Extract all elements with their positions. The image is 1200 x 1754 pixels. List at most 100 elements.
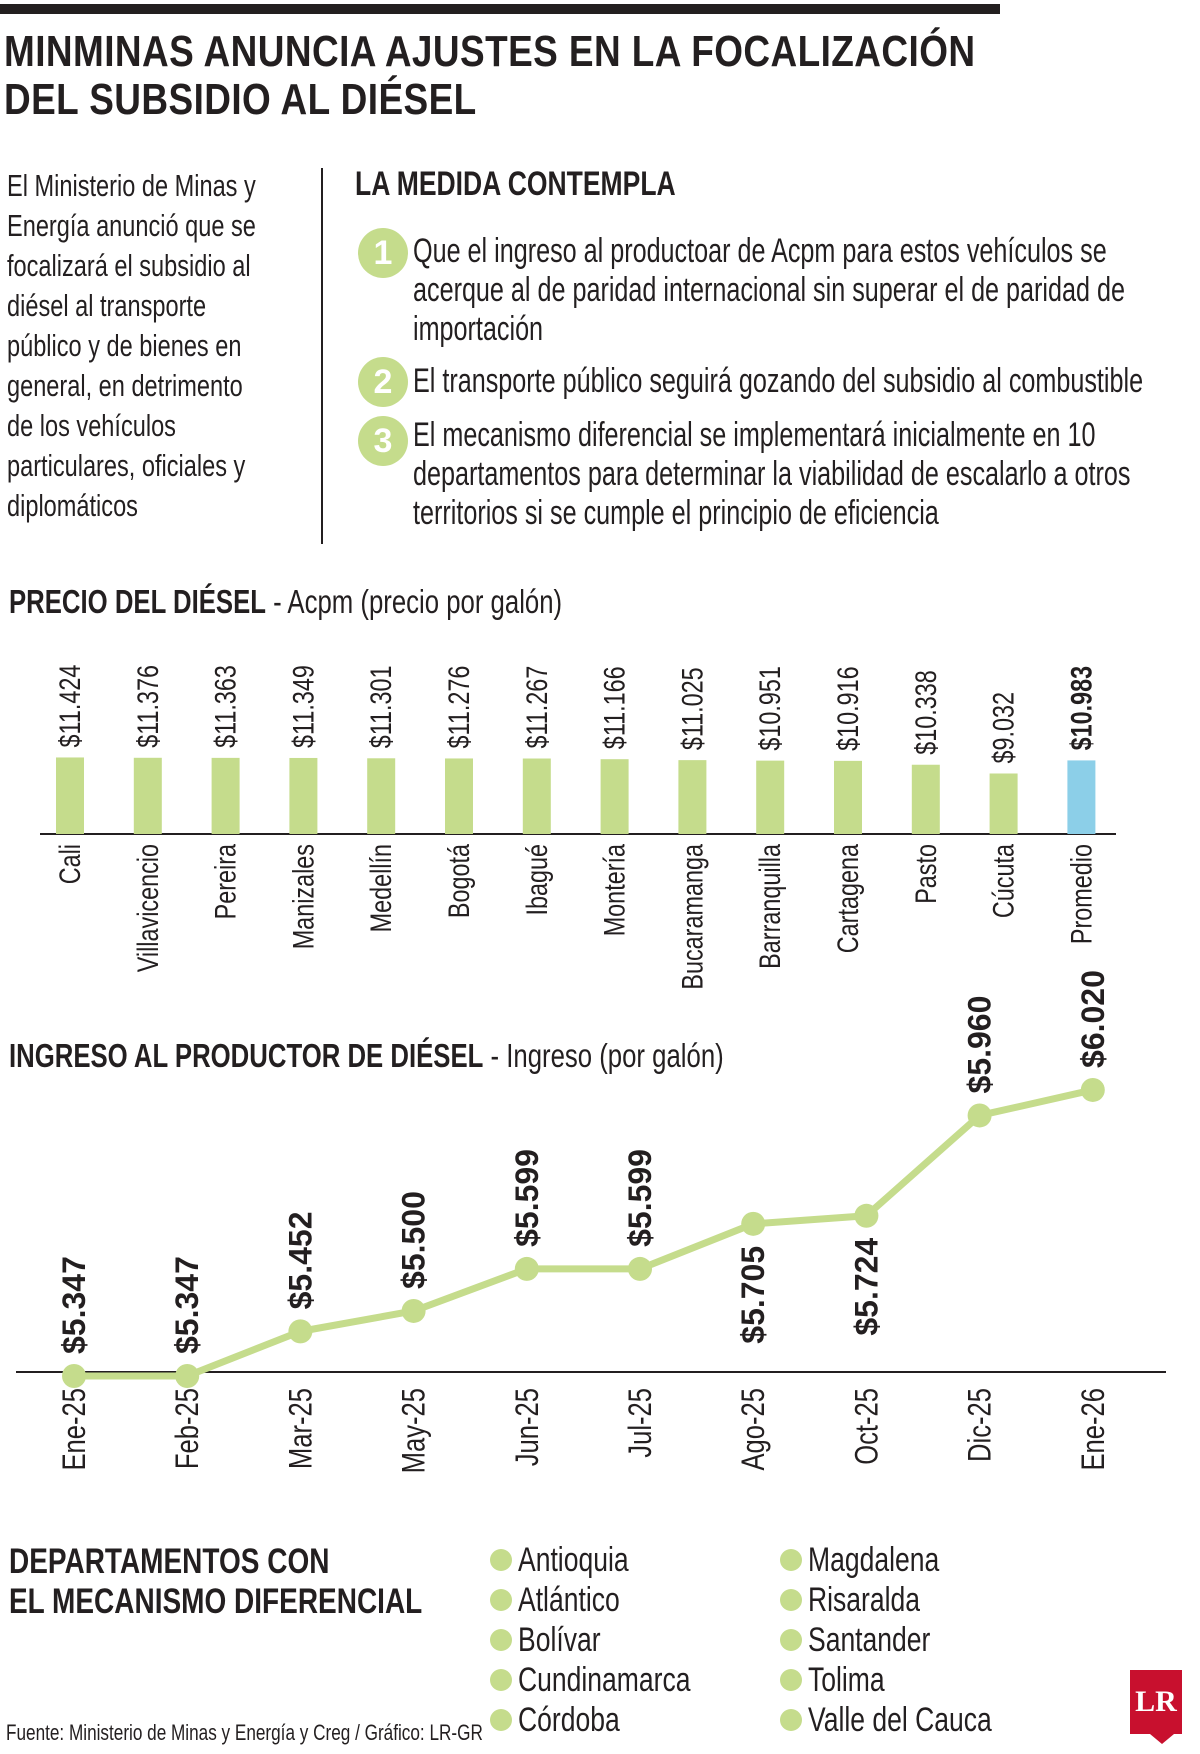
bullet-dot xyxy=(780,1589,802,1611)
bar-value-label: $11.424 xyxy=(53,665,86,748)
point-value-label: $5.599 xyxy=(622,1149,658,1247)
medida-title: LA MEDIDA CONTEMPLA xyxy=(355,165,676,203)
intro-line: Energía anunció que se xyxy=(7,208,256,243)
bar-promedio xyxy=(1067,760,1096,834)
bar-category-label: Barranquilla xyxy=(753,844,786,969)
data-point xyxy=(62,1364,86,1388)
bar-value-label: $11.301 xyxy=(364,665,397,748)
bar-category-label: Montería xyxy=(598,844,631,936)
x-tick-label: Mar-25 xyxy=(284,1388,319,1469)
data-point xyxy=(401,1298,426,1323)
x-tick-label: Ago-25 xyxy=(737,1388,772,1471)
bar-category-label: Pereira xyxy=(209,844,242,919)
x-tick-label: Oct-25 xyxy=(850,1388,885,1465)
x-tick-label: May-25 xyxy=(397,1388,432,1473)
bar-category-label: Medellín xyxy=(364,844,397,932)
intro-text: El Ministerio de Minas y Energía anunció… xyxy=(7,166,334,526)
bar-cartagena xyxy=(834,760,862,834)
bar-category-label: Bucaramanga xyxy=(676,844,709,990)
bullet-dot xyxy=(490,1669,512,1691)
intro-line: público y de bienes en xyxy=(7,328,242,363)
bar-barranquilla xyxy=(756,760,785,834)
bar-category-label: Cartagena xyxy=(831,844,864,953)
bar-value-label: $9.032 xyxy=(987,692,1020,764)
x-tick-label: Ene-25 xyxy=(57,1388,92,1471)
bar-value-label: $11.166 xyxy=(598,666,631,749)
number-badge-3: 3 xyxy=(358,416,408,466)
source-note: Fuente: Ministerio de Minas y Energía y … xyxy=(6,1720,483,1745)
intro-line: particulares, oficiales y xyxy=(7,448,246,483)
bullet-dot xyxy=(490,1629,512,1651)
bar-pasto xyxy=(911,764,940,834)
point-value-label: $5.500 xyxy=(396,1191,432,1289)
column-divider xyxy=(321,168,323,544)
point-value-label: $5.347 xyxy=(56,1256,92,1354)
data-point xyxy=(628,1256,652,1281)
data-point xyxy=(1080,1077,1105,1102)
point-value-label: $6.020 xyxy=(1075,970,1111,1068)
bar-category-label: Villavicencio xyxy=(131,844,164,972)
series-line xyxy=(74,1086,1094,1380)
point-value-label: $5.452 xyxy=(282,1212,318,1310)
bar-cali xyxy=(56,757,84,834)
bullet-dot xyxy=(780,1669,802,1691)
bullet-dot xyxy=(780,1629,802,1651)
headline-line-1: MINMINAS ANUNCIA AJUSTES EN LA FOCALIZAC… xyxy=(4,27,976,76)
lr-logo: LR xyxy=(1130,1670,1182,1744)
bar-value-label: $11.276 xyxy=(442,666,475,749)
headline-line-2: DEL SUBSIDIO AL DIÉSEL xyxy=(4,75,477,124)
data-point xyxy=(288,1319,313,1344)
intro-line: diésel al transporte xyxy=(7,288,207,323)
number-badge-1: 1 xyxy=(358,228,408,278)
bar-category-label: Pasto xyxy=(909,844,942,904)
departamentos-title: DEPARTAMENTOS CON EL MECANISMO DIFERENCI… xyxy=(9,1542,423,1621)
intro-line: de los vehículos xyxy=(7,408,176,443)
bar-chart-title: PRECIO DEL DIÉSEL - Acpm (precio por gal… xyxy=(9,583,563,620)
bullet-dot xyxy=(490,1709,512,1731)
bar-value-label: $10.983 xyxy=(1065,666,1098,751)
point-value-label: $5.960 xyxy=(962,996,998,1094)
point-value-label: $5.705 xyxy=(735,1246,771,1344)
medida-item-text: El transporte público seguirá gozando de… xyxy=(413,362,1144,400)
bar-chart: $11.424 Cali $11.376 Villavicencio $11.363 Pe… xyxy=(40,665,1116,990)
bullet-dot xyxy=(490,1589,512,1611)
bar-value-label: $11.267 xyxy=(520,666,553,749)
x-tick-label: Jun-25 xyxy=(510,1388,545,1466)
x-tick-label: Jul-25 xyxy=(623,1388,658,1458)
bar-value-label: $10.338 xyxy=(909,670,942,755)
bar-villavicencio xyxy=(133,757,162,834)
bullet-dot xyxy=(780,1709,802,1731)
data-point xyxy=(514,1256,539,1281)
intro-line: focalizará el subsidio al xyxy=(7,248,251,283)
data-point xyxy=(175,1364,200,1388)
medida-item-text: Que el ingreso al productoar de Acpm par… xyxy=(413,232,1125,348)
intro-line: diplomáticos xyxy=(7,488,138,523)
bar-category-label: Manizales xyxy=(287,844,320,949)
bar-category-label: Ibagué xyxy=(520,844,553,916)
bar-ibagué xyxy=(522,758,551,834)
data-point xyxy=(854,1203,879,1228)
bar-value-label: $10.951 xyxy=(753,666,786,751)
data-point xyxy=(741,1211,766,1236)
bar-category-label: Cali xyxy=(53,844,86,884)
bar-cúcuta xyxy=(989,773,1018,834)
bar-value-label: $11.363 xyxy=(209,665,242,748)
bar-category-label: Promedio xyxy=(1065,844,1098,944)
bar-medellín xyxy=(367,758,396,834)
bullet-dot xyxy=(780,1549,802,1571)
point-value-label: $5.347 xyxy=(169,1256,205,1354)
point-value-label: $5.599 xyxy=(509,1149,545,1247)
bar-category-label: Cúcuta xyxy=(987,844,1020,918)
x-tick-label: Ene-26 xyxy=(1076,1388,1111,1471)
intro-line: El Ministerio de Minas y xyxy=(7,168,256,203)
bar-bogotá xyxy=(445,758,473,834)
bar-montería xyxy=(600,759,629,834)
bar-value-label: $11.376 xyxy=(131,665,164,748)
headline: MINMINAS ANUNCIA AJUSTES EN LA FOCALIZAC… xyxy=(4,28,1200,124)
x-tick-label: Dic-25 xyxy=(963,1388,998,1462)
x-tick-label: Feb-25 xyxy=(171,1388,206,1469)
data-point xyxy=(967,1103,992,1128)
line-chart: $5.347 Ene-25 $5.347 Feb-25 $5.452 Mar-25 $5.5… xyxy=(16,970,1166,1473)
intro-line: general, en detrimento xyxy=(7,368,243,403)
bar-value-label: $11.025 xyxy=(676,667,709,750)
